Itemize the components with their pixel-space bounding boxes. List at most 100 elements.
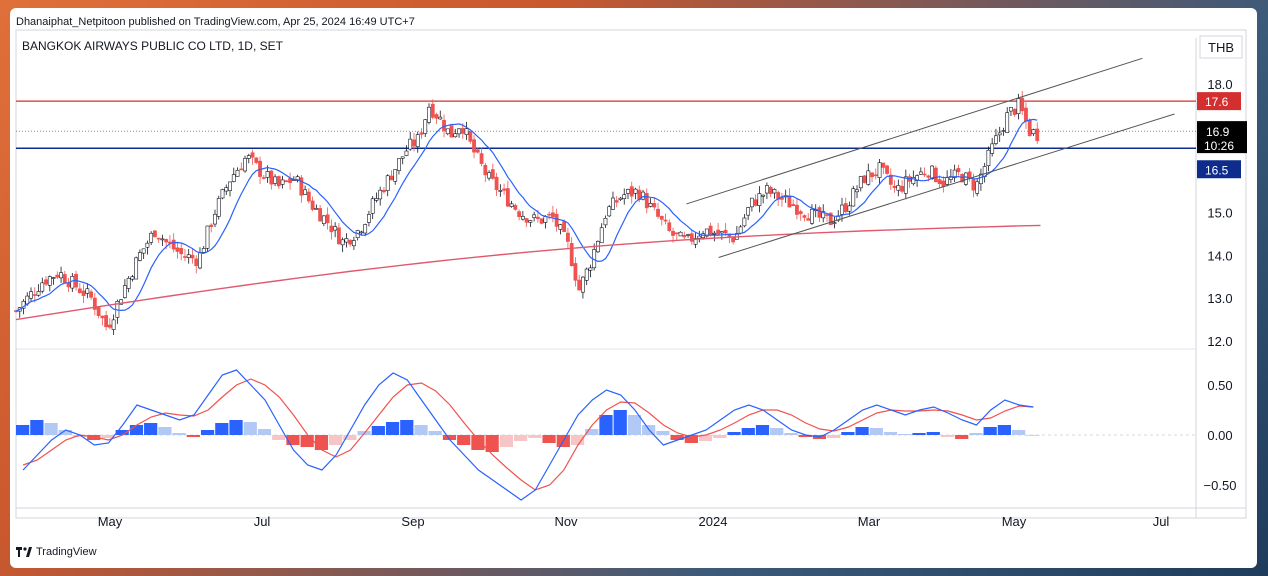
candle-body[interactable]	[367, 214, 371, 223]
candle-body[interactable]	[126, 277, 131, 289]
candle-body[interactable]	[269, 170, 274, 185]
candle-body[interactable]	[1012, 108, 1017, 115]
candle-body[interactable]	[100, 315, 105, 319]
candle-body[interactable]	[427, 106, 431, 123]
candle-body[interactable]	[224, 187, 229, 192]
candle-body[interactable]	[817, 207, 822, 218]
candle-body[interactable]	[250, 152, 255, 158]
candle-body[interactable]	[659, 215, 664, 220]
candle-body[interactable]	[611, 197, 615, 210]
candle-body[interactable]	[205, 225, 210, 249]
candle-body[interactable]	[843, 203, 848, 213]
candle-body[interactable]	[209, 224, 214, 227]
candle-body[interactable]	[475, 149, 480, 153]
candle-body[interactable]	[926, 175, 931, 178]
candle-body[interactable]	[765, 185, 769, 194]
candle-body[interactable]	[937, 179, 942, 185]
candle-body[interactable]	[547, 213, 552, 216]
candle-body[interactable]	[554, 213, 559, 227]
candle-body[interactable]	[558, 224, 563, 230]
candle-body[interactable]	[29, 291, 33, 299]
candle-body[interactable]	[768, 186, 773, 194]
candle-body[interactable]	[145, 242, 150, 248]
candle-body[interactable]	[967, 171, 972, 178]
candle-body[interactable]	[509, 203, 514, 207]
candle-body[interactable]	[626, 189, 630, 194]
candle-body[interactable]	[963, 172, 968, 185]
candle-body[interactable]	[430, 103, 435, 118]
candle-body[interactable]	[494, 176, 499, 190]
candle-body[interactable]	[772, 189, 777, 194]
candle-body[interactable]	[599, 227, 604, 244]
candle-body[interactable]	[539, 218, 544, 224]
candle-body[interactable]	[851, 188, 856, 207]
candle-body[interactable]	[220, 189, 225, 199]
candle-body[interactable]	[678, 231, 683, 237]
candle-body[interactable]	[566, 232, 570, 242]
candle-body[interactable]	[562, 221, 567, 232]
candle-body[interactable]	[738, 226, 743, 234]
candle-body[interactable]	[933, 167, 938, 183]
candle-body[interactable]	[239, 168, 244, 171]
candle-body[interactable]	[828, 212, 833, 226]
candle-body[interactable]	[855, 189, 859, 193]
candle-body[interactable]	[776, 192, 781, 200]
candle-body[interactable]	[903, 176, 908, 194]
candle-body[interactable]	[795, 204, 799, 215]
candle-body[interactable]	[171, 239, 176, 250]
candle-body[interactable]	[318, 208, 323, 222]
candle-body[interactable]	[1035, 128, 1040, 141]
candle-body[interactable]	[663, 219, 668, 222]
candle-body[interactable]	[614, 200, 619, 203]
candle-body[interactable]	[550, 212, 555, 217]
candle-body[interactable]	[457, 128, 461, 135]
candle-body[interactable]	[183, 256, 187, 258]
candle-body[interactable]	[900, 185, 904, 192]
candle-body[interactable]	[55, 274, 60, 278]
candle-body[interactable]	[885, 165, 889, 174]
candle-body[interactable]	[990, 143, 995, 154]
candle-body[interactable]	[198, 252, 202, 269]
candle-body[interactable]	[393, 169, 398, 182]
candle-body[interactable]	[847, 205, 852, 212]
candle-body[interactable]	[802, 215, 807, 218]
candle-body[interactable]	[686, 234, 690, 236]
candle-body[interactable]	[370, 198, 375, 214]
candle-body[interactable]	[791, 204, 796, 206]
candle-body[interactable]	[62, 274, 67, 283]
candle-body[interactable]	[453, 133, 458, 138]
candle-body[interactable]	[986, 149, 991, 167]
candle-body[interactable]	[201, 248, 206, 253]
candle-body[interactable]	[400, 156, 405, 159]
candle-body[interactable]	[825, 214, 829, 216]
candle-body[interactable]	[122, 285, 127, 298]
candle-body[interactable]	[761, 194, 766, 197]
candle-body[interactable]	[689, 233, 694, 242]
candle-body[interactable]	[77, 288, 82, 294]
candle-body[interactable]	[329, 225, 334, 233]
candle-body[interactable]	[138, 252, 142, 261]
candle-body[interactable]	[911, 177, 916, 185]
candle-body[interactable]	[96, 306, 101, 316]
candle-body[interactable]	[971, 179, 976, 191]
candle-body[interactable]	[306, 191, 311, 202]
candle-body[interactable]	[731, 237, 736, 243]
candle-body[interactable]	[32, 294, 37, 296]
candle-body[interactable]	[603, 218, 608, 226]
candle-body[interactable]	[389, 175, 394, 181]
candle-body[interactable]	[438, 116, 443, 120]
candle-body[interactable]	[228, 181, 232, 191]
candle-body[interactable]	[1016, 98, 1021, 114]
candle-body[interactable]	[404, 150, 409, 156]
candle-body[interactable]	[276, 176, 281, 187]
candle-body[interactable]	[340, 239, 345, 246]
candle-body[interactable]	[333, 226, 338, 231]
candle-body[interactable]	[325, 214, 330, 224]
candle-body[interactable]	[870, 172, 874, 178]
candle-body[interactable]	[156, 237, 161, 240]
candle-body[interactable]	[299, 177, 304, 196]
candle-body[interactable]	[81, 290, 86, 296]
candle-body[interactable]	[716, 229, 721, 235]
candle-body[interactable]	[1020, 97, 1025, 112]
candle-body[interactable]	[213, 213, 217, 225]
